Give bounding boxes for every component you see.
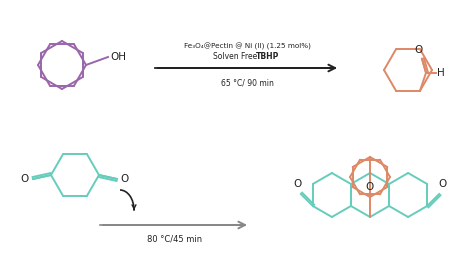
Text: O: O bbox=[415, 45, 423, 55]
Text: O: O bbox=[21, 174, 29, 184]
Text: 80 °C/45 min: 80 °C/45 min bbox=[147, 235, 202, 244]
Text: O: O bbox=[438, 179, 447, 189]
Text: H: H bbox=[437, 68, 445, 78]
Text: OH: OH bbox=[110, 52, 126, 62]
Text: Solven Free: Solven Free bbox=[213, 52, 258, 61]
Text: 65 °C/ 90 min: 65 °C/ 90 min bbox=[221, 78, 274, 87]
Text: O: O bbox=[121, 174, 129, 184]
Text: Fe₃O₄@Pectin @ Ni (II) (1.25 mol%): Fe₃O₄@Pectin @ Ni (II) (1.25 mol%) bbox=[184, 43, 311, 50]
Text: O: O bbox=[366, 182, 374, 192]
Text: O: O bbox=[294, 179, 302, 189]
Text: TBHP: TBHP bbox=[256, 52, 279, 61]
